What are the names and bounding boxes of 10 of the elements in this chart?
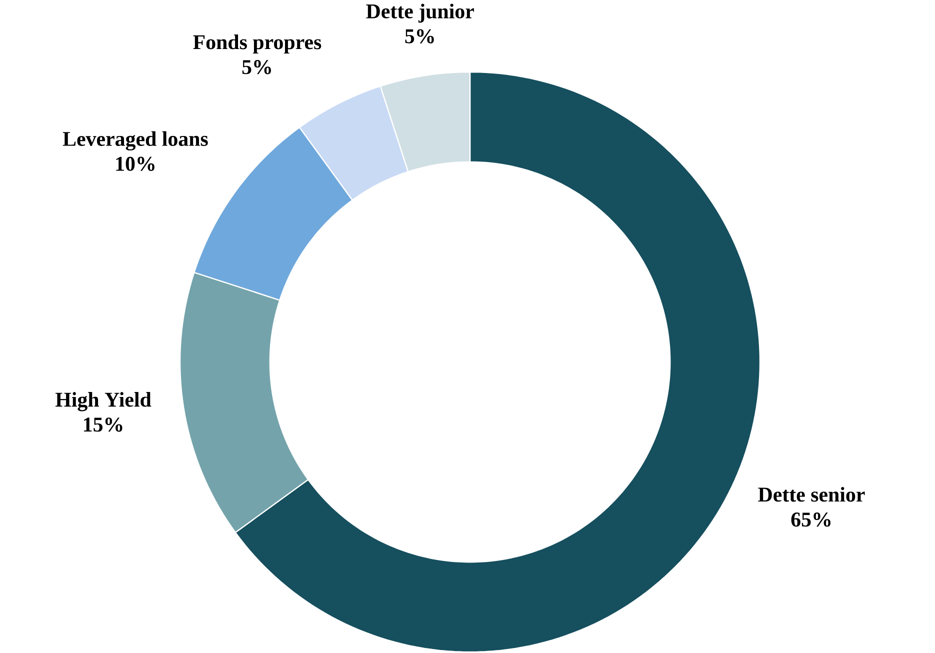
data-label: 15% (84, 418, 122, 432)
slice-label: Dette senior (758, 486, 865, 502)
data-label: 10% (116, 156, 154, 171)
slice-label: Fonds propres (193, 34, 322, 54)
slice-label: High Yield (55, 392, 152, 412)
data-label: 5% (405, 29, 434, 44)
data-label: 65% (791, 512, 830, 527)
data-label: 5% (242, 60, 271, 74)
slice-label: Dette junior (366, 4, 474, 23)
slice-label: Leveraged loans (62, 131, 208, 150)
